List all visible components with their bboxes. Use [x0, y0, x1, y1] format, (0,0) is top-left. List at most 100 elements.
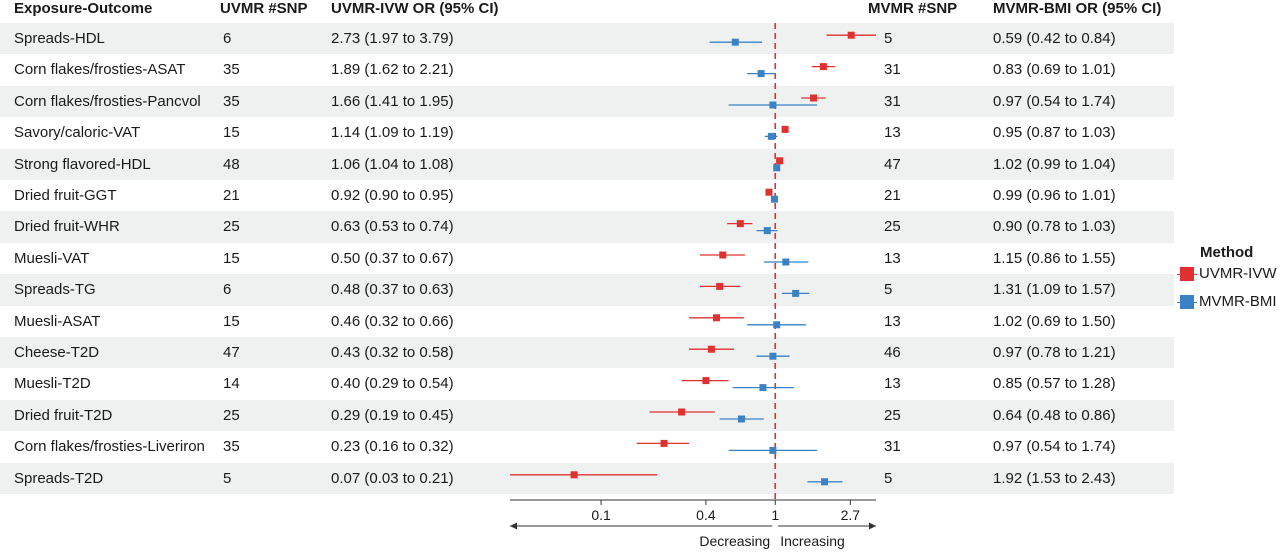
- header-exposure-outcome: Exposure-Outcome: [14, 0, 153, 17]
- cell-mvmr-snp: 31: [884, 438, 901, 456]
- header-mvmr-snp: MVMR #SNP: [868, 0, 958, 17]
- cell-uvmr-snp: 15: [223, 124, 240, 142]
- cell-uvmr-snp: 35: [223, 92, 240, 110]
- cell-uvmr-or: 2.73 (1.97 to 3.79): [331, 30, 454, 47]
- cell-uvmr-snp: 6: [223, 281, 232, 299]
- cell-uvmr-snp: 47: [223, 344, 240, 361]
- increasing-arrow-icon: [869, 522, 876, 530]
- decreasing-arrow-icon: [510, 522, 517, 530]
- cell-mvmr-snp: 46: [884, 344, 901, 361]
- cell-mvmr-or: 1.31 (1.09 to 1.57): [993, 281, 1116, 299]
- cell-uvmr-or: 0.92 (0.90 to 0.95): [331, 187, 454, 204]
- cell-mvmr-snp: 25: [884, 218, 901, 236]
- cell-exposure-outcome: Dried fruit-GGT: [14, 187, 117, 204]
- table-row: Corn flakes/frosties-Pancvol 35 1.66 (1.41…: [0, 85, 1174, 118]
- cell-mvmr-or: 1.92 (1.53 to 2.43): [993, 469, 1116, 487]
- cell-uvmr-or: 1.14 (1.09 to 1.19): [331, 124, 454, 142]
- header-uvmr-snp: UVMR #SNP: [220, 0, 308, 17]
- cell-mvmr-snp: 31: [884, 61, 901, 79]
- cell-exposure-outcome: Spreads-T2D: [14, 469, 104, 487]
- cell-exposure-outcome: Corn flakes/frosties-Liveriron: [14, 438, 205, 456]
- legend-title: Method: [1200, 244, 1254, 261]
- cell-mvmr-or: 0.83 (0.69 to 1.01): [993, 61, 1116, 79]
- cell-uvmr-snp: 48: [223, 155, 240, 173]
- legend-label-mvmr: MVMR-BMI: [1199, 293, 1277, 310]
- cell-exposure-outcome: Dried fruit-WHR: [14, 218, 120, 236]
- cell-exposure-outcome: Dried fruit-T2D: [14, 406, 113, 424]
- cell-uvmr-or: 0.50 (0.37 to 0.67): [331, 249, 454, 267]
- table-row: Strong flavored-HDL 48 1.06 (1.04 to 1.08)…: [0, 148, 1174, 180]
- table-row: Savory/caloric-VAT 15 1.14 (1.09 to 1.19) 1…: [0, 117, 1174, 148]
- cell-mvmr-snp: 47: [884, 155, 901, 173]
- cell-uvmr-or: 0.07 (0.03 to 0.21): [331, 469, 454, 487]
- cell-exposure-outcome: Savory/caloric-VAT: [14, 124, 141, 142]
- cell-mvmr-snp: 13: [884, 124, 901, 142]
- table-row: Corn flakes/frosties-ASAT 35 1.89 (1.62 to…: [0, 54, 1174, 85]
- cell-exposure-outcome: Corn flakes/frosties-Pancvol: [14, 92, 201, 110]
- cell-uvmr-snp: 35: [223, 61, 240, 79]
- cell-mvmr-snp: 25: [884, 406, 901, 424]
- table-row: Muesli-T2D 14 0.40 (0.29 to 0.54) 13 0.85 (0…: [0, 368, 1174, 399]
- header-uvmr-or: UVMR-IVW OR (95% CI): [331, 0, 499, 17]
- cell-uvmr-snp: 15: [223, 312, 240, 330]
- cell-mvmr-or: 0.97 (0.78 to 1.21): [993, 344, 1116, 361]
- cell-exposure-outcome: Strong flavored-HDL: [14, 155, 151, 173]
- cell-uvmr-snp: 25: [223, 218, 240, 236]
- cell-uvmr-snp: 6: [223, 30, 232, 47]
- cell-uvmr-or: 0.29 (0.19 to 0.45): [331, 406, 454, 424]
- cell-uvmr-or: 0.43 (0.32 to 0.58): [331, 344, 454, 361]
- table-row: Dried fruit-GGT 21 0.92 (0.90 to 0.95) 21 0.…: [0, 180, 1174, 211]
- cell-mvmr-or: 0.59 (0.42 to 0.84): [993, 30, 1116, 47]
- table-row: Dried fruit-WHR 25 0.63 (0.53 to 0.74) 25 0.…: [0, 211, 1174, 243]
- cell-mvmr-snp: 5: [884, 469, 893, 487]
- cell-exposure-outcome: Spreads-TG: [14, 281, 96, 299]
- cell-uvmr-or: 1.89 (1.62 to 2.21): [331, 61, 454, 79]
- cell-exposure-outcome: Muesli-ASAT: [14, 312, 101, 330]
- cell-uvmr-snp: 35: [223, 438, 240, 456]
- cell-uvmr-or: 0.46 (0.32 to 0.66): [331, 312, 454, 330]
- table-row: Spreads-HDL 6 2.73 (1.97 to 3.79) 5 0.59 (0.…: [0, 23, 1174, 55]
- cell-mvmr-snp: 13: [884, 312, 901, 330]
- cell-uvmr-or: 0.48 (0.37 to 0.63): [331, 281, 454, 299]
- cell-mvmr-or: 0.85 (0.57 to 1.28): [993, 375, 1116, 393]
- cell-uvmr-or: 1.66 (1.41 to 1.95): [331, 92, 454, 110]
- cell-mvmr-or: 0.90 (0.78 to 1.03): [993, 218, 1116, 236]
- cell-mvmr-or: 0.64 (0.48 to 0.86): [993, 406, 1116, 424]
- cell-mvmr-snp: 13: [884, 375, 901, 393]
- cell-mvmr-or: 1.15 (0.86 to 1.55): [993, 249, 1116, 267]
- cell-uvmr-or: 0.63 (0.53 to 0.74): [331, 218, 454, 236]
- cell-exposure-outcome: Cheese-T2D: [14, 344, 100, 361]
- table-row: Spreads-T2D 5 0.07 (0.03 to 0.21) 5 1.92 (1.…: [0, 462, 1174, 494]
- cell-mvmr-snp: 31: [884, 92, 901, 110]
- decreasing-label: Decreasing: [699, 533, 770, 549]
- cell-uvmr-snp: 21: [223, 187, 240, 204]
- cell-exposure-outcome: Muesli-T2D: [14, 375, 91, 393]
- x-tick-label: 2.7: [841, 507, 861, 523]
- cell-exposure-outcome: Spreads-HDL: [14, 30, 105, 47]
- cell-uvmr-snp: 5: [223, 469, 232, 487]
- cell-exposure-outcome: Muesli-VAT: [14, 249, 90, 267]
- legend-square-uvmr-icon: [1180, 267, 1194, 281]
- table-row: Spreads-TG 6 0.48 (0.37 to 0.63) 5 1.31 (1.0…: [0, 274, 1174, 306]
- legend-label-uvmr: UVMR-IVW: [1199, 265, 1277, 282]
- x-tick-label: 0.4: [696, 507, 716, 523]
- table-row: Dried fruit-T2D 25 0.29 (0.19 to 0.45) 25 0.…: [0, 399, 1174, 432]
- increasing-label: Increasing: [780, 533, 845, 549]
- cell-mvmr-or: 0.99 (0.96 to 1.01): [993, 187, 1116, 204]
- cell-uvmr-snp: 14: [223, 375, 240, 393]
- table-row: Corn flakes/frosties-Liveriron 35 0.23 (0.…: [0, 431, 1174, 462]
- cell-mvmr-snp: 5: [884, 30, 893, 47]
- cell-mvmr-or: 0.95 (0.87 to 1.03): [993, 124, 1116, 142]
- cell-uvmr-or: 0.23 (0.16 to 0.32): [331, 438, 454, 456]
- cell-mvmr-or: 0.97 (0.54 to 1.74): [993, 92, 1116, 110]
- table-row: Muesli-VAT 15 0.50 (0.37 to 0.67) 13 1.15 (0…: [0, 243, 1174, 274]
- cell-uvmr-snp: 15: [223, 249, 240, 267]
- table-row: Cheese-T2D 47 0.43 (0.32 to 0.58) 46 0.97 (0…: [0, 337, 1174, 369]
- cell-mvmr-or: 1.02 (0.99 to 1.04): [993, 155, 1116, 173]
- cell-mvmr-or: 1.02 (0.69 to 1.50): [993, 312, 1116, 330]
- header-mvmr-or: MVMR-BMI OR (95% CI): [993, 0, 1162, 17]
- cell-uvmr-snp: 25: [223, 406, 240, 424]
- cell-mvmr-snp: 13: [884, 249, 901, 267]
- cell-mvmr-or: 0.97 (0.54 to 1.74): [993, 438, 1116, 456]
